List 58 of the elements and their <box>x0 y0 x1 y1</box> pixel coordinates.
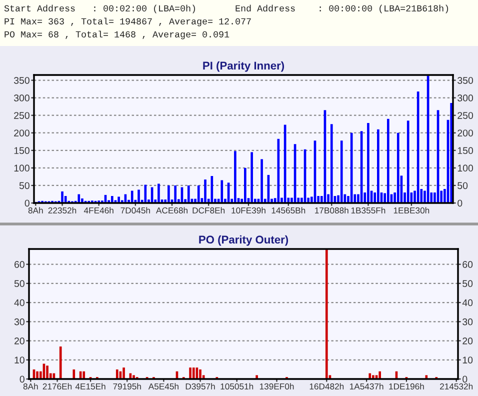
y2-tick-label: 10 <box>462 356 473 364</box>
x-tick-label: 1DE196h <box>389 383 424 390</box>
y2-tick-label: 150 <box>458 147 474 154</box>
y2-tick-label: 0 <box>462 376 468 383</box>
text: PO Max= 68 , Total= 1468 , Average= 0.091 <box>4 30 230 40</box>
x-tick-label: 214532h <box>440 383 473 390</box>
y-tick-label: 150 <box>14 147 30 154</box>
x-tick-label: 17B088h <box>315 207 348 214</box>
y-tick-label: 200 <box>14 130 30 136</box>
x-tick-label: DCF8Eh <box>192 207 225 214</box>
y-tick-label: 40 <box>14 299 24 306</box>
x-tick-label: A5E45h <box>148 383 178 390</box>
y-tick-label: 30 <box>14 318 24 326</box>
y2-tick-label: 30 <box>462 318 473 326</box>
x-tick-label: 1B355Fh <box>351 207 386 214</box>
y2-tick-label: 0 <box>458 200 462 207</box>
x-tick-label: 1EBE30h <box>394 207 430 214</box>
y2-tick-label: 60 <box>462 261 473 268</box>
x-tick-label: 22352h <box>48 207 76 214</box>
x-tick-label: 79195h <box>113 383 141 390</box>
y2-tick-label: 250 <box>458 112 474 119</box>
text: Start Address : 00:02:00 (LBA=0h) End Address : 00:00:00 (LBA=21B618h) <box>4 4 448 14</box>
y-tick-label: 0 <box>20 376 24 383</box>
y-tick-label: 350 <box>14 76 30 84</box>
x-tick-label: 4FE46h <box>84 207 114 214</box>
text: PI Max= 363 , Total= 194867 , Average= 12.077 <box>4 18 251 26</box>
x-tick-label: 139EF0h <box>260 383 294 390</box>
y2-tick-label: 40 <box>462 299 473 306</box>
x-tick-label: 14565Bh <box>272 207 306 214</box>
y-tick-label: 60 <box>14 261 24 268</box>
y-tick-label: 300 <box>14 94 30 102</box>
y-tick-label: 10 <box>14 356 24 364</box>
y2-tick-label: 200 <box>458 130 474 136</box>
x-tick-label: ACE68h <box>156 207 188 214</box>
y2-tick-label: 50 <box>462 280 473 288</box>
y-tick-label: 50 <box>14 280 24 288</box>
x-tick-label: 10FE39h <box>232 207 266 214</box>
chart-title: PI (Parity Inner) <box>203 61 284 72</box>
y2-tick-label: 300 <box>458 94 474 102</box>
y2-tick-label: 350 <box>458 76 474 84</box>
y-tick-label: 0 <box>24 200 30 207</box>
x-tick-label: D3957h <box>186 383 215 390</box>
y-tick-label: 20 <box>14 338 24 344</box>
y-tick-label: 100 <box>14 164 30 172</box>
x-tick-label: 8Ah <box>28 207 43 214</box>
x-tick-label: 16D482h <box>310 383 344 390</box>
x-tick-label: 2176Eh <box>42 383 72 390</box>
x-tick-label: 7D045h <box>120 207 150 214</box>
y2-tick-label: 100 <box>458 164 474 172</box>
y2-tick-label: 50 <box>458 182 468 190</box>
chart-title: PO (Parity Outer) <box>199 235 288 246</box>
y2-tick-label: 20 <box>462 338 473 344</box>
x-tick-label: 8Ah <box>23 383 38 390</box>
y-tick-label: 50 <box>19 182 30 190</box>
x-tick-label: 1A5437h <box>350 383 384 390</box>
y-tick-label: 250 <box>14 112 30 119</box>
x-tick-label: 105051h <box>220 383 254 390</box>
x-tick-label: 4E15Eh <box>75 383 106 390</box>
